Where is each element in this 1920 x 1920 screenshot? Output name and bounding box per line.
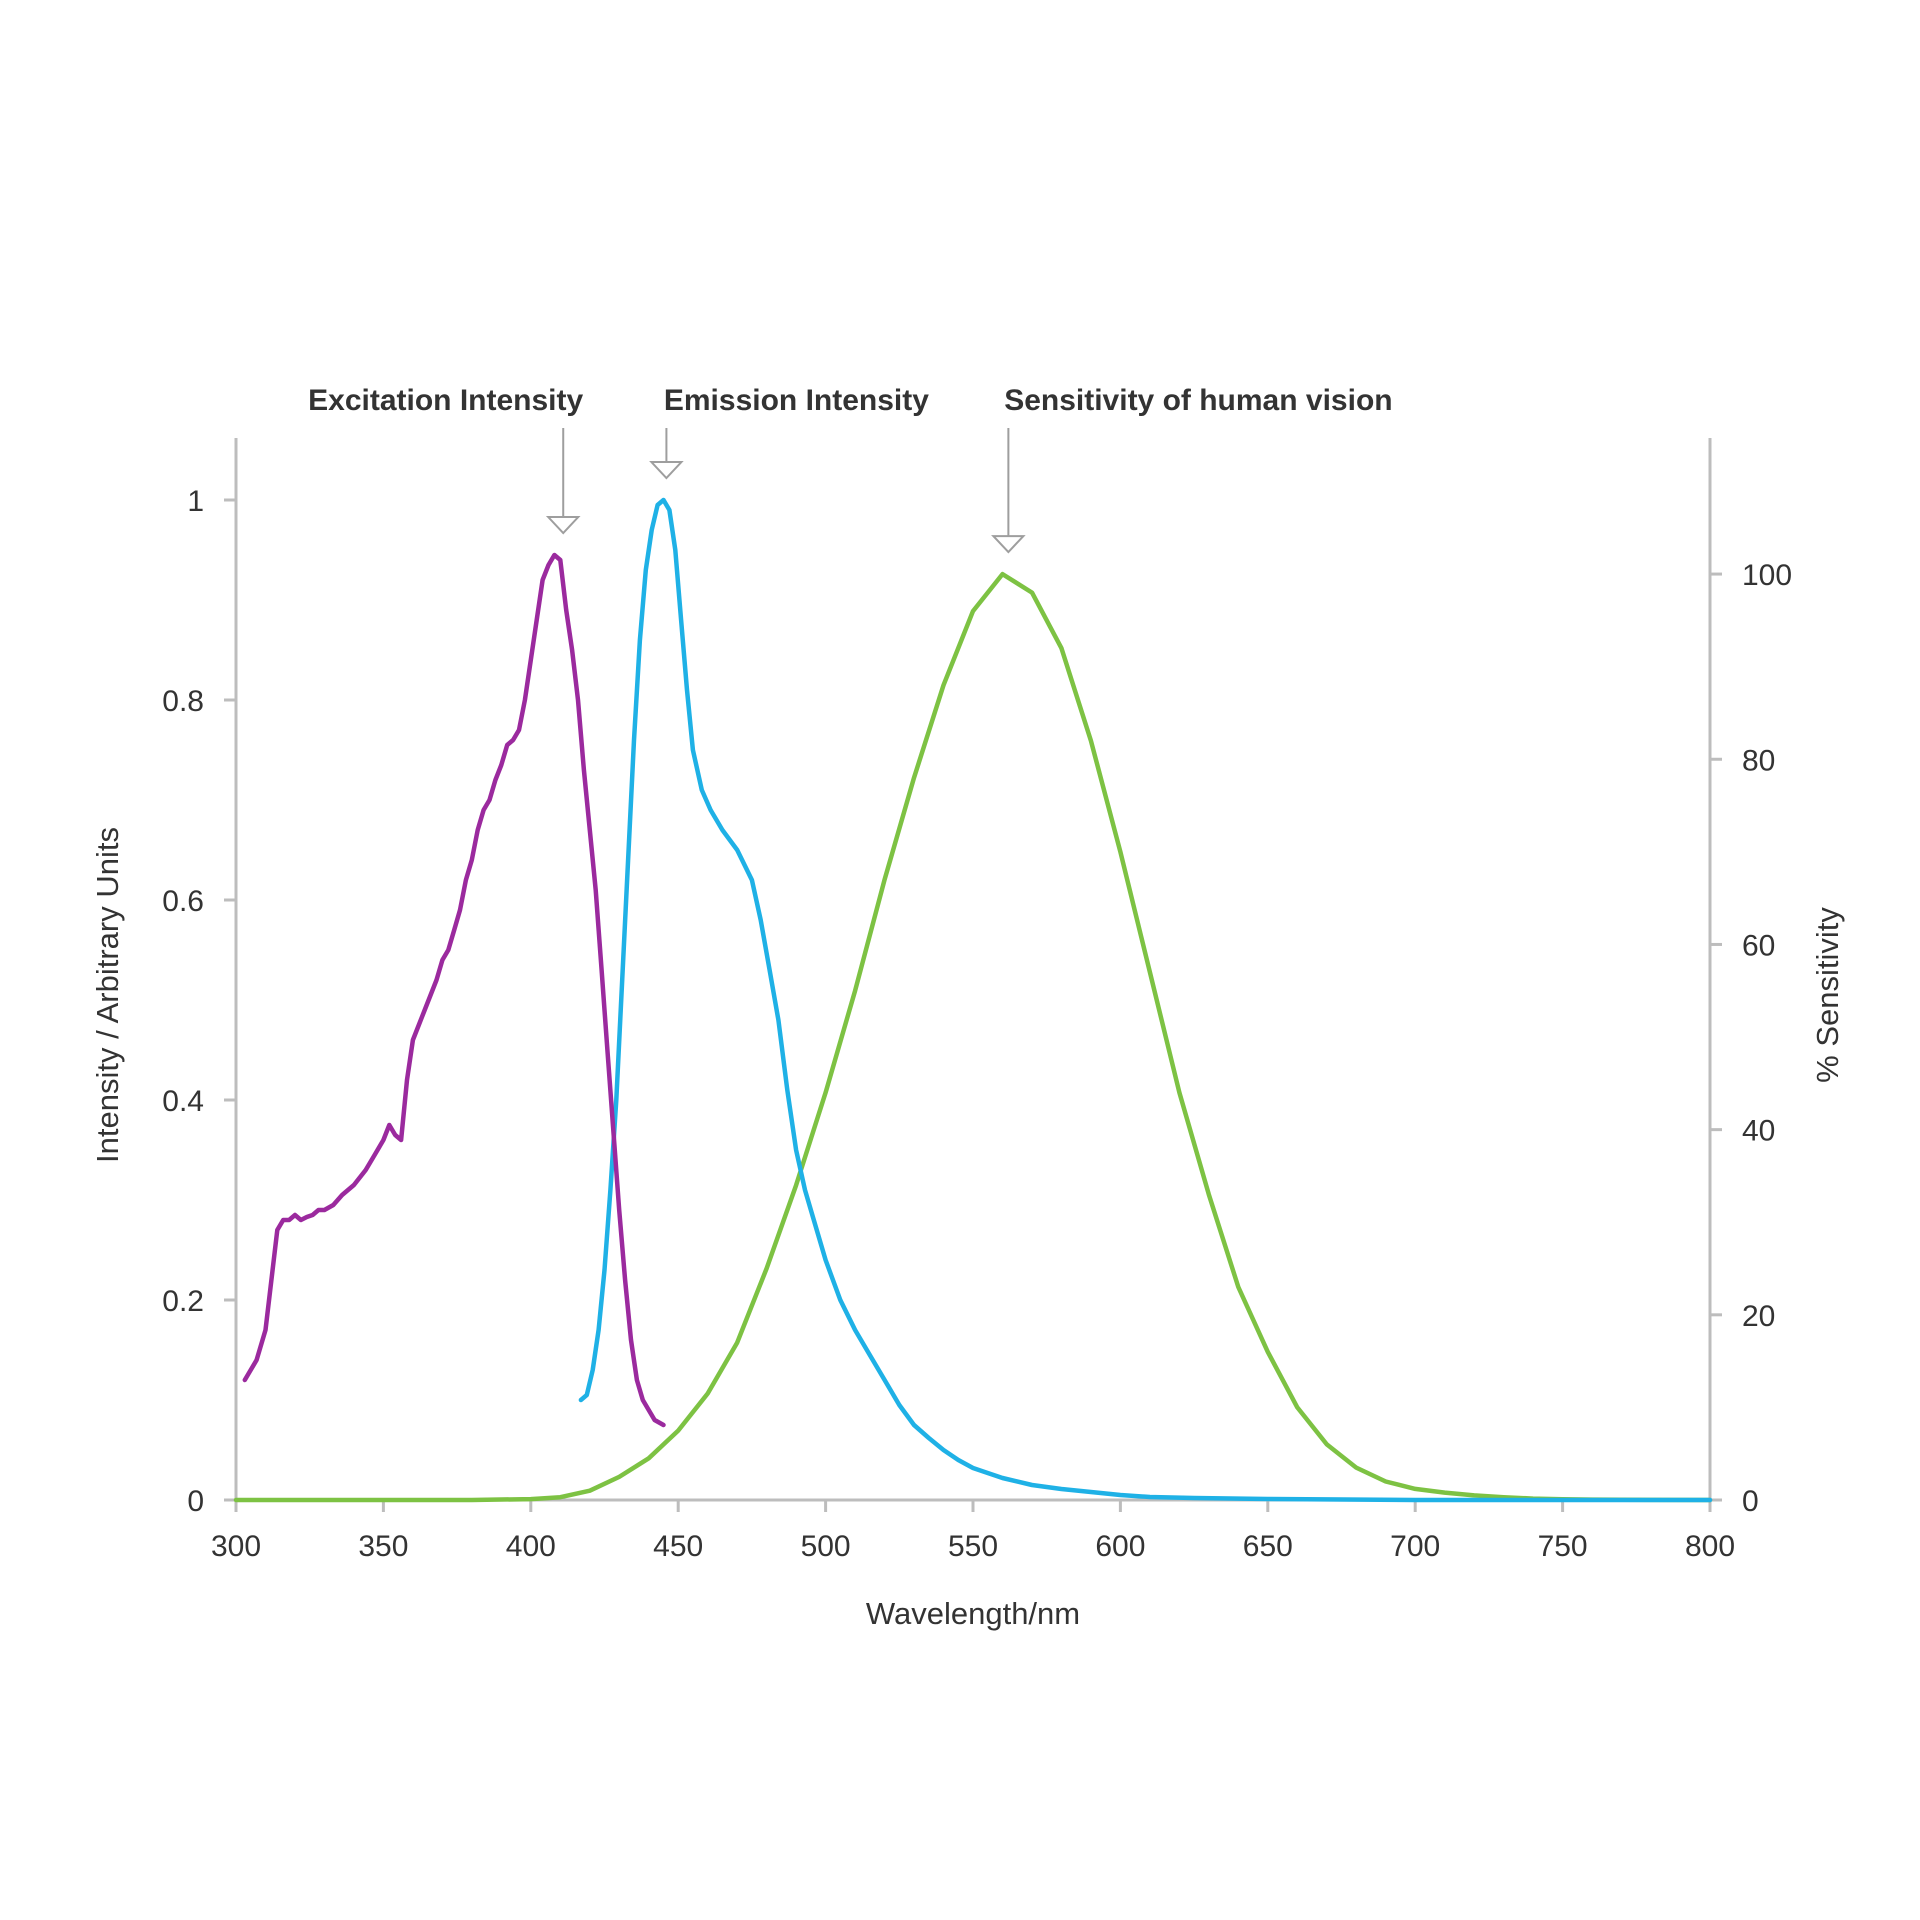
- emission-intensity-line: [578, 497, 1713, 1503]
- sensitivity-of-human-vision-arrow-head: [991, 535, 1026, 554]
- y-tick-label: 1: [187, 485, 204, 518]
- x-tick-label: 500: [801, 1530, 851, 1563]
- y2-tick-label: 80: [1742, 744, 1775, 777]
- x-axis-title: Wavelength/nm: [866, 1596, 1080, 1631]
- x-tick-label: 300: [211, 1530, 261, 1563]
- x-tick-label: 650: [1243, 1530, 1293, 1563]
- y2-tick-label: 20: [1742, 1300, 1775, 1333]
- y2-tick-label: 100: [1742, 559, 1792, 592]
- x-tick-label: 400: [506, 1530, 556, 1563]
- x-tick-label: 350: [358, 1530, 408, 1563]
- y-tick-label: 0.6: [162, 885, 204, 918]
- emission-intensity-annotation: Emission Intensity: [664, 384, 929, 417]
- y-tick-label: 0.4: [162, 1085, 204, 1118]
- x-tick-label: 800: [1685, 1530, 1735, 1563]
- x-tick-label: 450: [653, 1530, 703, 1563]
- emission-intensity-arrow-head: [649, 461, 684, 480]
- y2-tick-label: 40: [1742, 1115, 1775, 1148]
- excitation-intensity-arrow-head: [545, 516, 581, 535]
- excitation-intensity-annotation: Excitation Intensity: [308, 384, 583, 417]
- y2-tick-label: 60: [1742, 929, 1775, 962]
- y-axis-title: Intensity / Arbitrary Units: [90, 827, 125, 1163]
- x-tick-label: 700: [1390, 1530, 1440, 1563]
- sensitivity-of-human-vision-annotation: Sensitivity of human vision: [1004, 384, 1392, 417]
- y-tick-label: 0.8: [162, 685, 204, 718]
- excitation-intensity-line: [242, 552, 666, 1428]
- x-tick-label: 550: [948, 1530, 998, 1563]
- y-tick-label: 0.2: [162, 1285, 204, 1318]
- x-tick-label: 600: [1095, 1530, 1145, 1563]
- y-tick-label: 0: [187, 1485, 204, 1518]
- y2-axis-title: % Sensitivity: [1810, 907, 1845, 1083]
- y2-tick-label: 0: [1742, 1485, 1759, 1518]
- sensitivity-of-human-vision-line: [233, 571, 1713, 1503]
- x-tick-label: 750: [1538, 1530, 1588, 1563]
